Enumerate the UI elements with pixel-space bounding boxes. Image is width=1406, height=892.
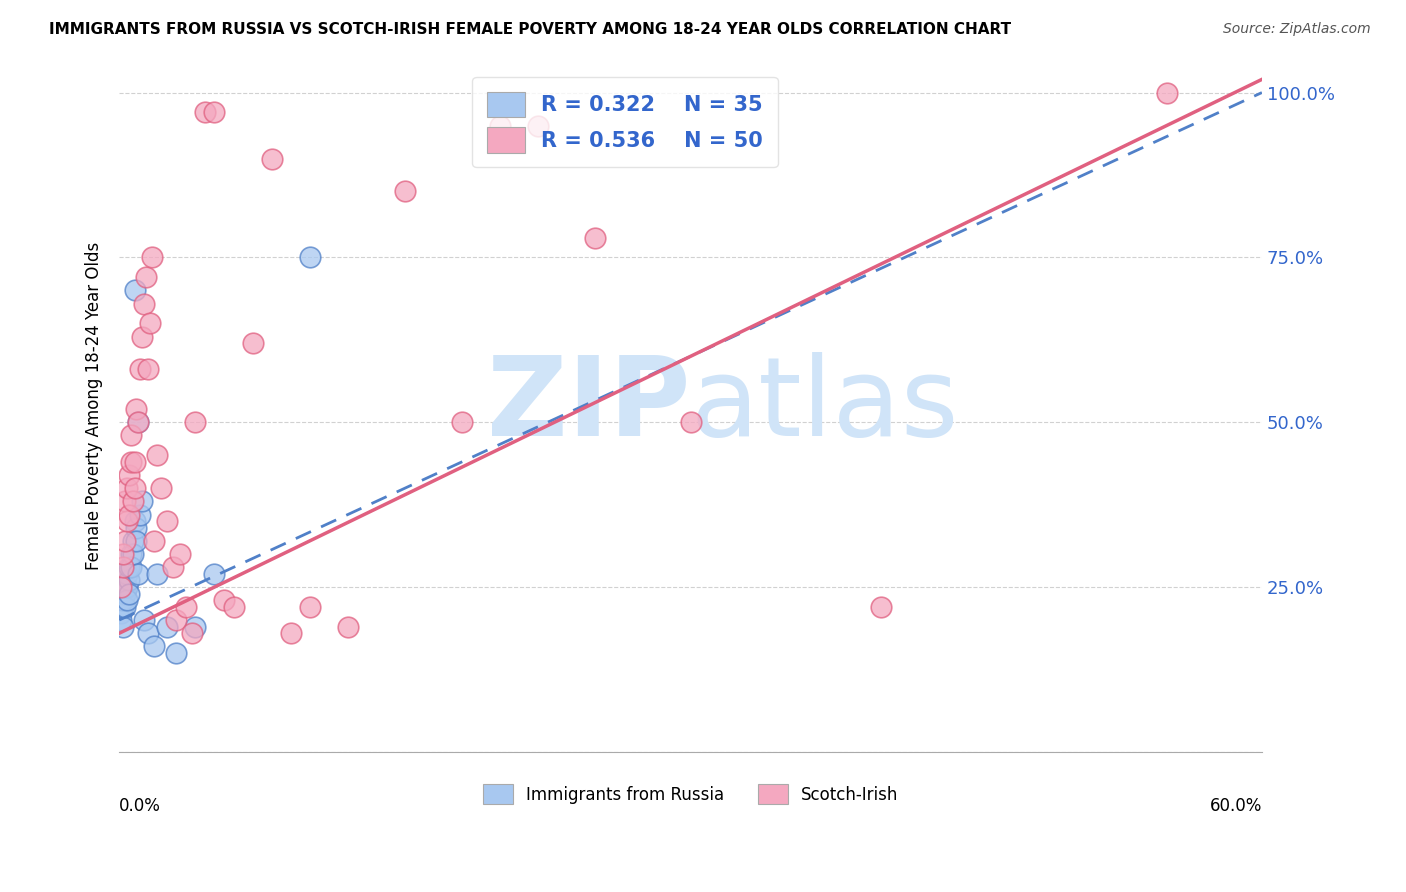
Point <box>212 593 235 607</box>
Point <box>870 599 893 614</box>
Point <box>114 587 136 601</box>
Point <box>118 587 141 601</box>
Point <box>115 580 138 594</box>
Point <box>184 620 207 634</box>
Point <box>127 415 149 429</box>
Point <box>115 593 138 607</box>
Point <box>180 626 202 640</box>
Point <box>112 620 135 634</box>
Point <box>121 533 143 548</box>
Text: IMMIGRANTS FROM RUSSIA VS SCOTCH-IRISH FEMALE POVERTY AMONG 18-24 YEAR OLDS CORR: IMMIGRANTS FROM RUSSIA VS SCOTCH-IRISH F… <box>49 22 1011 37</box>
Point <box>527 119 550 133</box>
Point <box>184 415 207 429</box>
Point <box>125 533 148 548</box>
Point <box>280 626 302 640</box>
Point <box>139 316 162 330</box>
Point <box>124 481 146 495</box>
Point <box>142 533 165 548</box>
Text: Source: ZipAtlas.com: Source: ZipAtlas.com <box>1223 22 1371 37</box>
Point <box>118 560 141 574</box>
Point <box>121 547 143 561</box>
Point <box>124 514 146 528</box>
Point <box>194 105 217 120</box>
Point <box>260 152 283 166</box>
Y-axis label: Female Poverty Among 18-24 Year Olds: Female Poverty Among 18-24 Year Olds <box>86 242 103 570</box>
Point <box>124 284 146 298</box>
Point <box>114 580 136 594</box>
Point <box>114 599 136 614</box>
Point <box>204 105 226 120</box>
Point <box>129 508 152 522</box>
Point <box>156 514 179 528</box>
Point <box>174 599 197 614</box>
Point <box>110 580 132 594</box>
Point <box>165 646 187 660</box>
Text: 0.0%: 0.0% <box>120 797 162 815</box>
Point <box>115 566 138 581</box>
Point <box>162 560 184 574</box>
Point <box>131 329 153 343</box>
Point <box>112 560 135 574</box>
Point <box>141 251 163 265</box>
Point <box>118 508 141 522</box>
Point <box>114 533 136 548</box>
Point <box>132 296 155 310</box>
Point <box>156 620 179 634</box>
Point <box>204 566 226 581</box>
Point <box>132 613 155 627</box>
Point <box>451 415 474 429</box>
Point <box>120 428 142 442</box>
Point <box>110 613 132 627</box>
Point <box>242 336 264 351</box>
Point <box>394 185 416 199</box>
Point <box>298 251 321 265</box>
Point <box>336 620 359 634</box>
Point <box>127 415 149 429</box>
Point <box>222 599 245 614</box>
Point <box>146 448 169 462</box>
Text: ZIP: ZIP <box>488 352 690 459</box>
Point <box>142 640 165 654</box>
Point <box>135 270 157 285</box>
Point <box>112 593 135 607</box>
Point <box>120 455 142 469</box>
Point <box>298 599 321 614</box>
Point <box>112 599 135 614</box>
Point <box>679 415 702 429</box>
Point <box>129 362 152 376</box>
Point <box>112 547 135 561</box>
Point <box>583 230 606 244</box>
Point <box>115 481 138 495</box>
Point <box>110 607 132 621</box>
Point <box>169 547 191 561</box>
Point <box>127 566 149 581</box>
Point <box>125 521 148 535</box>
Point <box>165 613 187 627</box>
Point <box>115 514 138 528</box>
Point <box>150 481 173 495</box>
Legend: Immigrants from Russia, Scotch-Irish: Immigrants from Russia, Scotch-Irish <box>474 776 907 813</box>
Point <box>124 455 146 469</box>
Point <box>118 574 141 588</box>
Point <box>136 626 159 640</box>
Text: 60.0%: 60.0% <box>1209 797 1263 815</box>
Point <box>131 494 153 508</box>
Point <box>120 560 142 574</box>
Point <box>121 494 143 508</box>
Point <box>114 494 136 508</box>
Point <box>1156 86 1178 100</box>
Text: atlas: atlas <box>690 352 959 459</box>
Point <box>120 547 142 561</box>
Point <box>489 119 512 133</box>
Point <box>125 402 148 417</box>
Point <box>136 362 159 376</box>
Point <box>118 467 141 482</box>
Point <box>146 566 169 581</box>
